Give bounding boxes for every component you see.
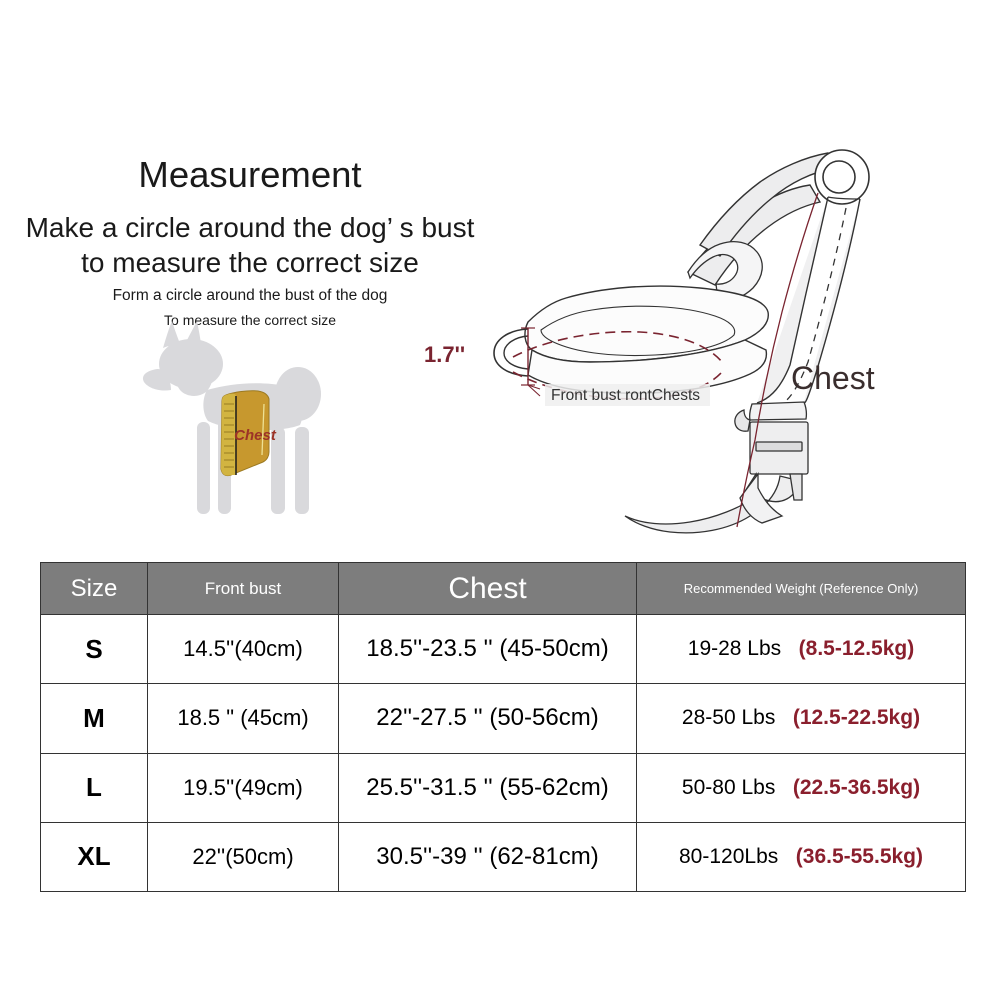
svg-text:Chest: Chest — [791, 360, 875, 396]
svg-text:Chest: Chest — [234, 427, 277, 444]
svg-text:Front bust rontChests: Front bust rontChests — [551, 387, 700, 404]
svg-text:1.7'': 1.7'' — [424, 342, 465, 367]
